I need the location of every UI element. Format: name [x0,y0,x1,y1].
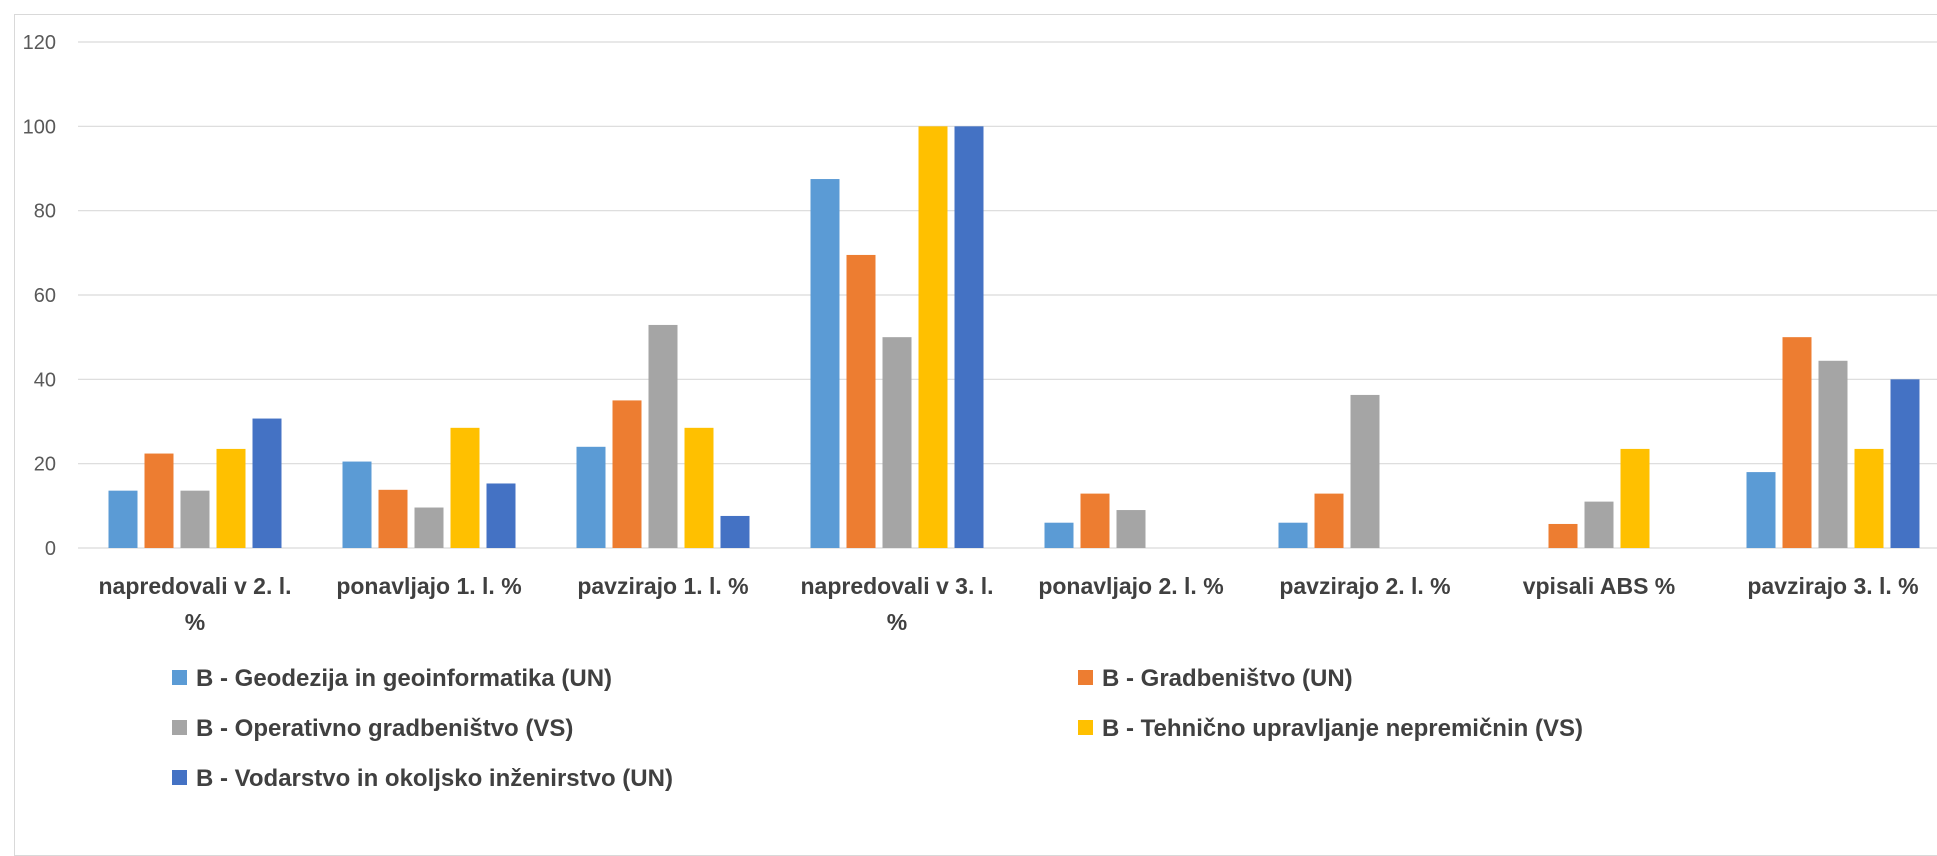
bar [1116,510,1146,548]
bar [846,254,876,549]
bar [1782,337,1812,548]
bars [108,126,1920,549]
bar-chart: 0 20 40 60 80 100 120 napredovali v 2. l.% pona… [23,32,1937,792]
legend-label: B - Tehnično upravljanje nepremičnin (VS… [1102,715,1583,742]
legend-swatch [1078,720,1093,735]
bar [1818,360,1848,548]
x-tick-label: ponavljajo 1. l. % [336,573,521,599]
bar [486,483,516,548]
legend-label: B - Vodarstvo in okoljsko inženirstvo (U… [196,765,673,792]
bar [720,515,750,548]
legend-swatch [172,770,187,785]
bar [252,418,282,548]
x-tick-label: % [887,609,907,635]
bar [684,427,714,548]
bar [648,324,678,548]
bar [414,507,444,548]
bar [1314,493,1344,548]
x-tick-label: napredovali v 2. l. [98,573,291,599]
legend-label: B - Gradbeništvo (UN) [1102,665,1353,692]
bar [1854,448,1884,548]
y-tick-label: 60 [34,285,56,307]
bar [342,461,372,548]
x-tick-label: pavzirajo 3. l. % [1747,573,1918,599]
bar [1584,501,1614,548]
bar [450,427,480,548]
y-tick-label: 20 [34,454,56,476]
bar [180,490,210,548]
y-axis: 0 20 40 60 80 100 120 [23,32,56,560]
bar [882,337,912,548]
x-tick-label: % [185,609,205,635]
bar [1548,523,1578,548]
x-tick-label: pavzirajo 2. l. % [1279,573,1450,599]
y-tick-label: 40 [34,369,56,391]
bar [612,400,642,548]
bar [1080,493,1110,548]
x-tick-label: pavzirajo 1. l. % [577,573,748,599]
y-tick-label: 80 [34,201,56,223]
bar [144,453,174,548]
bar [576,446,606,548]
legend-swatch [172,720,187,735]
legend-swatch [172,670,187,685]
bar [1350,394,1380,548]
bar [1620,448,1650,548]
bar [918,126,948,548]
bar [1044,522,1074,548]
legend-label: B - Geodezija in geoinformatika (UN) [196,665,612,692]
bar [1746,472,1776,548]
x-tick-label: ponavljajo 2. l. % [1038,573,1223,599]
legend-label: B - Operativno gradbeništvo (VS) [196,715,573,742]
x-tick-label: vpisali ABS % [1523,573,1676,599]
bar [216,448,246,548]
y-tick-label: 0 [45,538,56,560]
bar [1890,379,1920,548]
bar [378,489,408,548]
bar [810,179,840,548]
y-tick-label: 100 [23,116,56,138]
bar [1278,522,1308,548]
x-tick-label: napredovali v 3. l. [800,573,993,599]
bar [954,126,984,548]
legend: B - Geodezija in geoinformatika (UN) B - … [172,665,1583,792]
y-tick-label: 120 [23,32,56,54]
bar [108,490,138,548]
x-axis: napredovali v 2. l.% ponavljajo 1. l. % pa… [98,573,1918,635]
legend-swatch [1078,670,1093,685]
